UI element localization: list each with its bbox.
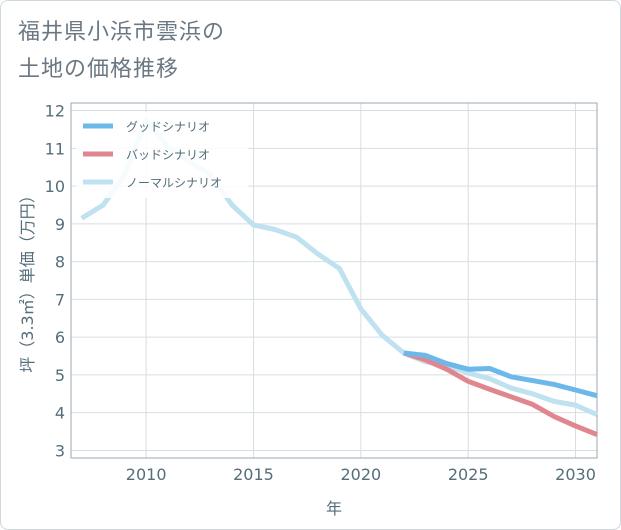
- y-tick-label: 6: [55, 328, 65, 347]
- y-tick-label: 9: [55, 215, 65, 234]
- y-axis-label: 坪（3.3㎡）単価（万円）: [18, 187, 37, 372]
- legend-label-0: グッドシナリオ: [126, 120, 210, 134]
- series-line-1: [403, 350, 598, 437]
- y-tick-label: 5: [55, 366, 65, 385]
- y-tick-label: 8: [55, 253, 65, 272]
- chart-title-line-2: 土地の価格推移: [18, 57, 180, 82]
- y-tick-label: 12: [45, 102, 65, 121]
- y-tick-label: 10: [45, 177, 65, 196]
- x-tick-label: 2030: [555, 465, 596, 484]
- x-tick-label: 2015: [233, 465, 274, 484]
- y-tick-labels: 3 4 5 6 7 8 9 10 11 12: [45, 102, 65, 461]
- y-tick-label: 7: [55, 290, 65, 309]
- y-tick-label: 4: [55, 404, 65, 423]
- legend-label-2: ノーマルシナリオ: [126, 176, 222, 190]
- x-axis-label: 年: [326, 499, 342, 518]
- y-tick-label: 3: [55, 441, 65, 460]
- chart-title-line-1: 福井県小浜市雲浜の: [18, 20, 226, 45]
- x-tick-label: 2025: [448, 465, 489, 484]
- x-tick-label: 2010: [126, 465, 167, 484]
- y-tick-label: 11: [45, 139, 65, 158]
- x-tick-labels: 2010 2015 2020 2025 2030: [126, 465, 596, 484]
- chart-title: 福井県小浜市雲浜の 土地の価格推移: [18, 14, 225, 88]
- plot-frame: [70, 102, 598, 459]
- series-line-0: [403, 350, 598, 399]
- legend-label-1: バッドシナリオ: [126, 148, 210, 162]
- grid: [71, 103, 597, 458]
- x-tick-label: 2020: [340, 465, 381, 484]
